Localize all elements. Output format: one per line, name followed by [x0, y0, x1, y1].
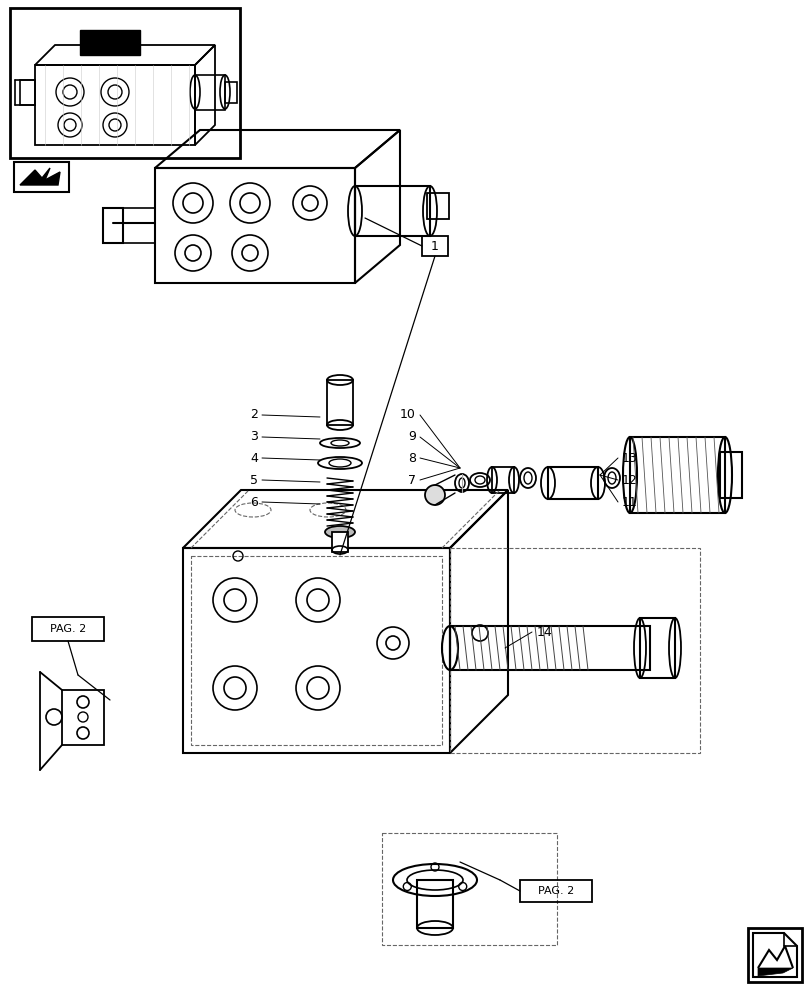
Bar [195, 75, 225, 110]
Bar [381, 833, 556, 945]
Bar [449, 626, 649, 670]
Polygon shape [80, 30, 139, 55]
Bar [519, 880, 591, 902]
Text: PAG. 2: PAG. 2 [49, 624, 86, 634]
Bar [629, 437, 724, 513]
Bar [427, 193, 448, 219]
Polygon shape [757, 968, 792, 976]
Text: 10: 10 [400, 408, 415, 422]
Bar [10, 8, 240, 158]
Bar [547, 467, 597, 499]
Bar [14, 162, 69, 192]
Text: 6: 6 [250, 495, 258, 508]
Text: 7: 7 [407, 474, 415, 487]
Ellipse shape [324, 526, 354, 538]
Bar [747, 928, 801, 982]
Text: 9: 9 [408, 430, 415, 444]
Bar [332, 532, 348, 552]
Bar [449, 548, 699, 753]
Text: 2: 2 [250, 408, 258, 422]
Bar [32, 617, 104, 641]
Bar [417, 880, 453, 928]
Bar [103, 208, 122, 243]
Polygon shape [20, 168, 60, 185]
Bar [719, 452, 741, 498]
Bar [182, 548, 449, 753]
Text: 1: 1 [431, 239, 439, 252]
Text: 13: 13 [621, 452, 637, 464]
Bar [327, 380, 353, 425]
Text: 4: 4 [250, 452, 258, 464]
Bar [639, 618, 674, 678]
Text: 12: 12 [621, 474, 637, 487]
Text: 3: 3 [250, 430, 258, 444]
Bar [354, 186, 430, 236]
Bar [491, 467, 513, 493]
Bar [155, 168, 354, 283]
Bar [191, 556, 441, 745]
Bar [422, 236, 448, 256]
Text: 8: 8 [407, 452, 415, 464]
Text: 14: 14 [536, 626, 552, 639]
Bar [20, 80, 35, 105]
Text: PAG. 2: PAG. 2 [537, 886, 573, 896]
Text: 11: 11 [621, 495, 637, 508]
Bar [225, 82, 237, 103]
Text: 5: 5 [250, 474, 258, 487]
Circle shape [424, 485, 444, 505]
